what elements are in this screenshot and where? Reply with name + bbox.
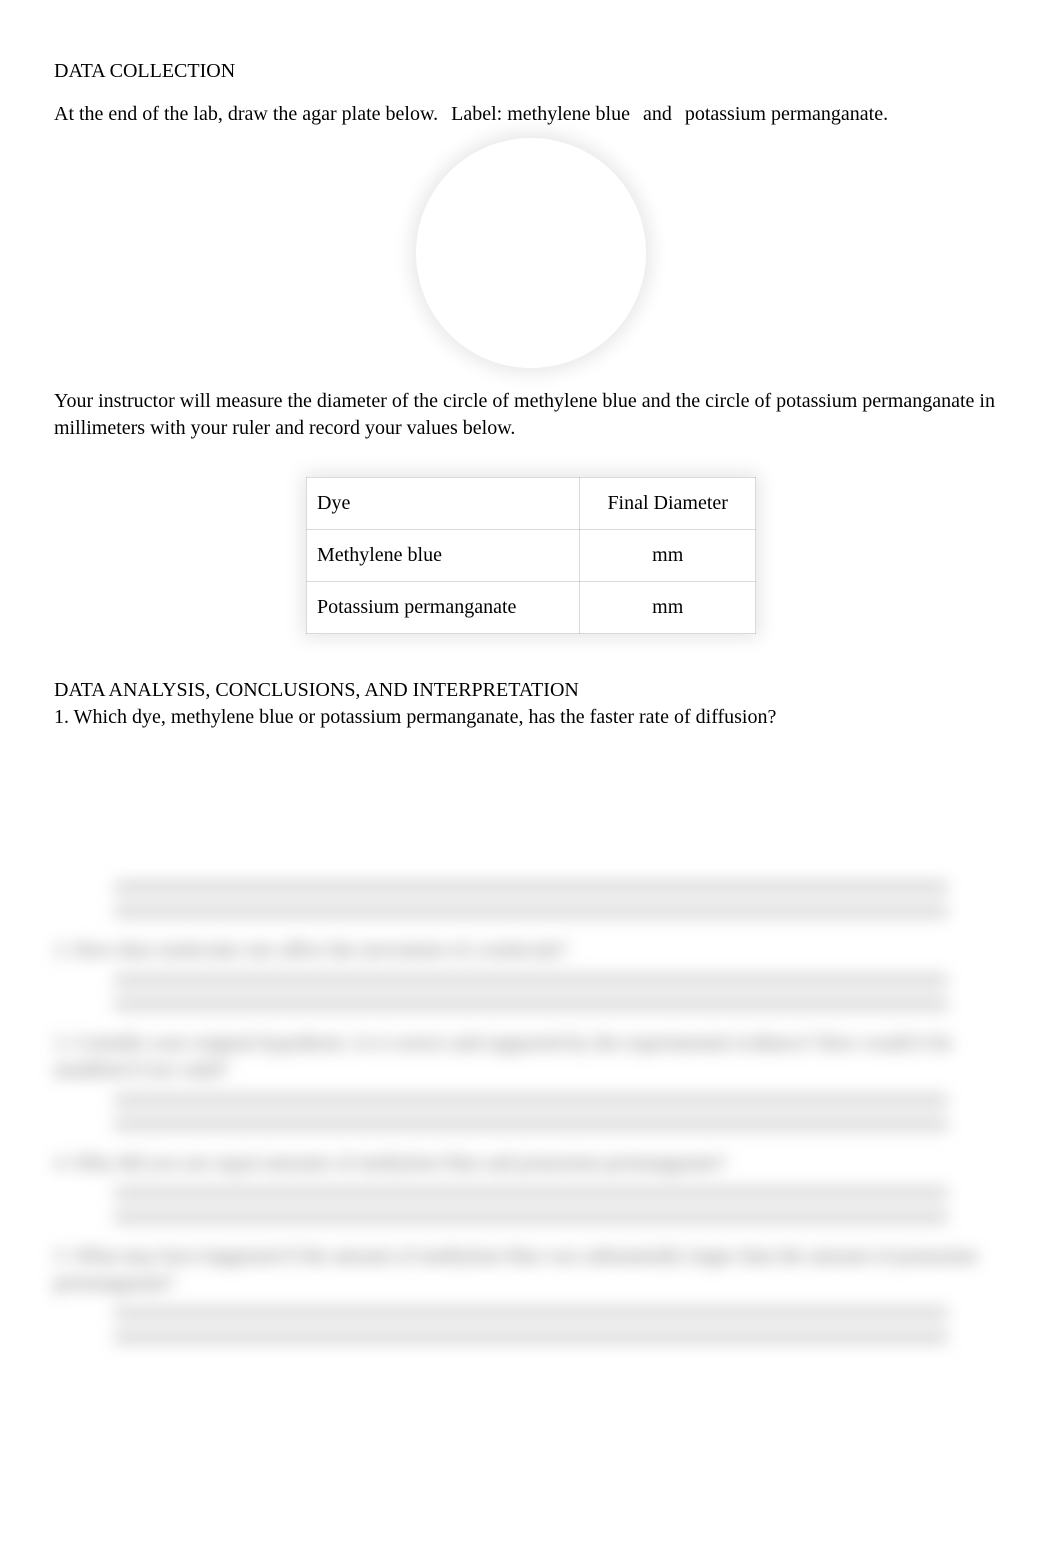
blur-line	[114, 1307, 948, 1321]
table-row: Potassium permanganate mm	[307, 582, 756, 634]
table-cell-dye-1: Methylene blue	[307, 530, 580, 582]
intro-paragraph: At the end of the lab, draw the agar pla…	[54, 101, 1008, 128]
table-cell-diameter-2: mm	[580, 582, 756, 634]
intro-text-1: At the end of the lab, draw the agar pla…	[54, 103, 438, 125]
blur-lines-group	[114, 1187, 948, 1225]
table-cell-diameter-1: mm	[580, 530, 756, 582]
agar-plate-container	[54, 138, 1008, 368]
blur-line	[114, 998, 948, 1012]
table-wrapper: Dye Final Diameter Methylene blue mm Pot…	[54, 477, 1008, 634]
section-heading-data-collection: DATA COLLECTION	[54, 60, 1008, 83]
blur-line	[114, 1211, 948, 1225]
blur-line	[114, 1118, 948, 1132]
table-header-dye: Dye	[307, 478, 580, 530]
blur-line	[114, 905, 948, 919]
blurred-question-4: 4. Why did you use equal amounts of meth…	[54, 1150, 1008, 1177]
blurred-question-3: 3. Consider your original hypothesis. Is…	[54, 1030, 1008, 1084]
agar-plate-circle	[416, 138, 646, 368]
intro-label-methylene: methylene blue	[507, 103, 630, 125]
blur-line	[114, 1187, 948, 1201]
table-header-row: Dye Final Diameter	[307, 478, 756, 530]
blur-lines-group	[114, 881, 948, 919]
table-header-diameter: Final Diameter	[580, 478, 756, 530]
blur-line	[114, 1331, 948, 1345]
blur-lines-group	[114, 1307, 948, 1345]
table-cell-dye-2: Potassium permanganate	[307, 582, 580, 634]
blur-line	[114, 1094, 948, 1108]
table-row: Methylene blue mm	[307, 530, 756, 582]
instruction-paragraph: Your instructor will measure the diamete…	[54, 388, 1008, 442]
section-heading-analysis: DATA ANALYSIS, CONCLUSIONS, AND INTERPRE…	[54, 679, 1008, 702]
question-1: 1. Which dye, methylene blue or potassiu…	[54, 704, 1008, 731]
blur-lines-group	[114, 1094, 948, 1132]
blurred-question-2: 2. How does molecular size affect the mo…	[54, 937, 1008, 964]
blurred-content: 2. How does molecular size affect the mo…	[54, 881, 1008, 1345]
intro-label-permanganate: potassium permanganate.	[685, 103, 888, 125]
diffusion-data-table: Dye Final Diameter Methylene blue mm Pot…	[306, 477, 756, 634]
answer-space-1	[54, 731, 1008, 871]
blurred-question-5: 5. What may have happened if the amount …	[54, 1243, 1008, 1297]
blur-line	[114, 881, 948, 895]
blur-lines-group	[114, 974, 948, 1012]
blur-line	[114, 974, 948, 988]
intro-label-word: Label:	[451, 103, 507, 125]
intro-and: and	[643, 103, 672, 125]
